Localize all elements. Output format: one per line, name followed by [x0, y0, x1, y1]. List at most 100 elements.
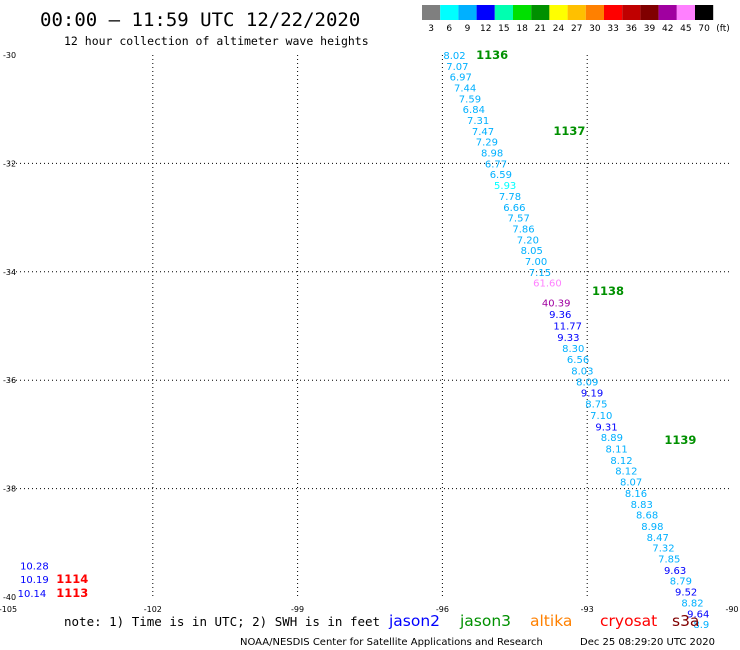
colorbar-label: 3: [428, 24, 434, 34]
pass-time-label: 1137: [553, 124, 585, 138]
y-tick-label: -32: [3, 159, 16, 168]
colorbar-swatch: [567, 5, 586, 20]
swh-value: 5.93: [494, 181, 516, 192]
swh-value: 8.02: [443, 51, 465, 62]
swh-value: 11.77: [553, 321, 582, 332]
swh-value: 9.19: [581, 389, 603, 400]
swh-value: 9.31: [595, 422, 617, 433]
swh-value: 8.98: [641, 522, 663, 533]
colorbar-swatch: [695, 5, 714, 20]
swh-value: 8.09: [576, 377, 598, 388]
pass-time-label: 1139: [664, 433, 696, 447]
legend-jason3: jason3: [459, 612, 511, 630]
y-tick-label: -38: [3, 485, 16, 494]
swh-value: 8.03: [571, 366, 593, 377]
swh-value: 6.56: [567, 355, 589, 366]
colorbar-label: 21: [535, 24, 546, 34]
pass-time-label: 1113: [56, 586, 88, 600]
swh-value: 7.15: [529, 268, 551, 279]
colorbar-unit: (ft): [716, 24, 730, 34]
x-tick-label: -99: [291, 605, 304, 614]
colorbar-swatch: [494, 5, 513, 20]
swh-value: 6.77: [485, 159, 507, 170]
swh-value: 10.14: [18, 589, 47, 600]
swh-value: 7.10: [590, 411, 612, 422]
swh-value: 9.52: [675, 588, 697, 599]
swh-value: 7.32: [652, 544, 674, 555]
swh-value: 6.66: [503, 203, 525, 214]
swh-value: 7.57: [508, 214, 530, 225]
grid-lines: [8, 55, 732, 597]
colorbar-label: 6: [446, 24, 452, 34]
swh-value: 8.89: [601, 433, 623, 444]
colorbar-swatch: [422, 5, 441, 20]
swh-value: 7.78: [499, 192, 521, 203]
colorbar-swatch: [622, 5, 641, 20]
colorbar: 3 6 9 12 15 18 21 24 27 30 33 36 39 42 45 70 (ft): [422, 5, 730, 34]
swh-value: 8.47: [647, 533, 669, 544]
swh-value: 6.84: [463, 105, 485, 116]
swh-value: 7.59: [459, 94, 481, 105]
swh-value: 10.28: [20, 562, 49, 573]
colorbar-label: 15: [498, 24, 509, 34]
swh-value: 8.16: [625, 489, 647, 500]
swh-value: 8.75: [585, 400, 607, 411]
swh-value-labels: 8.027.076.977.447.596.847.317.477.298.98…: [18, 51, 710, 631]
colorbar-swatch: [549, 5, 568, 20]
chart-subtitle: 12 hour collection of altimeter wave hei…: [64, 34, 369, 48]
swh-value: 10.19: [20, 575, 49, 586]
colorbar-swatch: [640, 5, 659, 20]
swh-value: 61.60: [533, 279, 562, 290]
legend-altika: altika: [530, 612, 572, 630]
swh-value: 8.83: [631, 500, 653, 511]
x-tick-label: -93: [581, 605, 594, 614]
swh-value: 7.47: [472, 127, 494, 138]
colorbar-swatch: [604, 5, 623, 20]
swh-value: 6.97: [450, 73, 472, 84]
pass-time-label: 1114: [56, 572, 88, 586]
legend-s3a: s3a: [672, 612, 699, 630]
swh-value: 8.12: [610, 456, 632, 467]
swh-value: 9.33: [557, 333, 579, 344]
swh-value: 7.31: [467, 116, 489, 127]
swh-value: 8.98: [481, 149, 503, 160]
swh-value: 9.36: [549, 310, 571, 321]
colorbar-label: 27: [571, 24, 582, 34]
swh-value: 8.05: [521, 246, 543, 257]
x-tick-label: -102: [144, 605, 162, 614]
colorbar-swatch: [531, 5, 550, 20]
legend-cryosat: cryosat: [600, 612, 657, 630]
colorbar-swatch: [513, 5, 532, 20]
x-tick-label: -90: [725, 605, 738, 614]
colorbar-label: 39: [644, 24, 656, 34]
swh-value: 7.85: [658, 555, 680, 566]
y-tick-label: -40: [3, 593, 16, 602]
colorbar-label: 12: [480, 24, 491, 34]
swh-value: 9.63: [664, 566, 686, 577]
x-tick-label: -105: [0, 605, 17, 614]
swh-value: 7.44: [454, 84, 476, 95]
y-tick-label: -30: [3, 51, 16, 60]
colorbar-swatch: [458, 5, 477, 20]
swh-value: 8.12: [615, 467, 637, 478]
pass-time-label: 1136: [476, 48, 508, 62]
footer-credit: NOAA/NESDIS Center for Satellite Applica…: [240, 637, 543, 648]
colorbar-swatch: [658, 5, 677, 20]
x-tick-label: -96: [436, 605, 449, 614]
swh-value: 8.9: [693, 620, 709, 631]
swh-value: 8.11: [606, 444, 628, 455]
swh-value: 8.07: [620, 478, 642, 489]
y-tick-label: -34: [3, 268, 16, 277]
pass-time-label: 1138: [592, 284, 624, 298]
colorbar-swatch: [676, 5, 695, 20]
swh-value: 8.68: [636, 511, 658, 522]
colorbar-label: 70: [698, 24, 710, 34]
colorbar-label: 42: [662, 24, 673, 34]
swh-value: 40.39: [542, 299, 571, 310]
footer-note: note: 1) Time is in UTC; 2) SWH is in fe…: [64, 614, 380, 629]
colorbar-label: 45: [680, 24, 691, 34]
colorbar-label: 33: [607, 24, 618, 34]
colorbar-label: 9: [465, 24, 471, 34]
